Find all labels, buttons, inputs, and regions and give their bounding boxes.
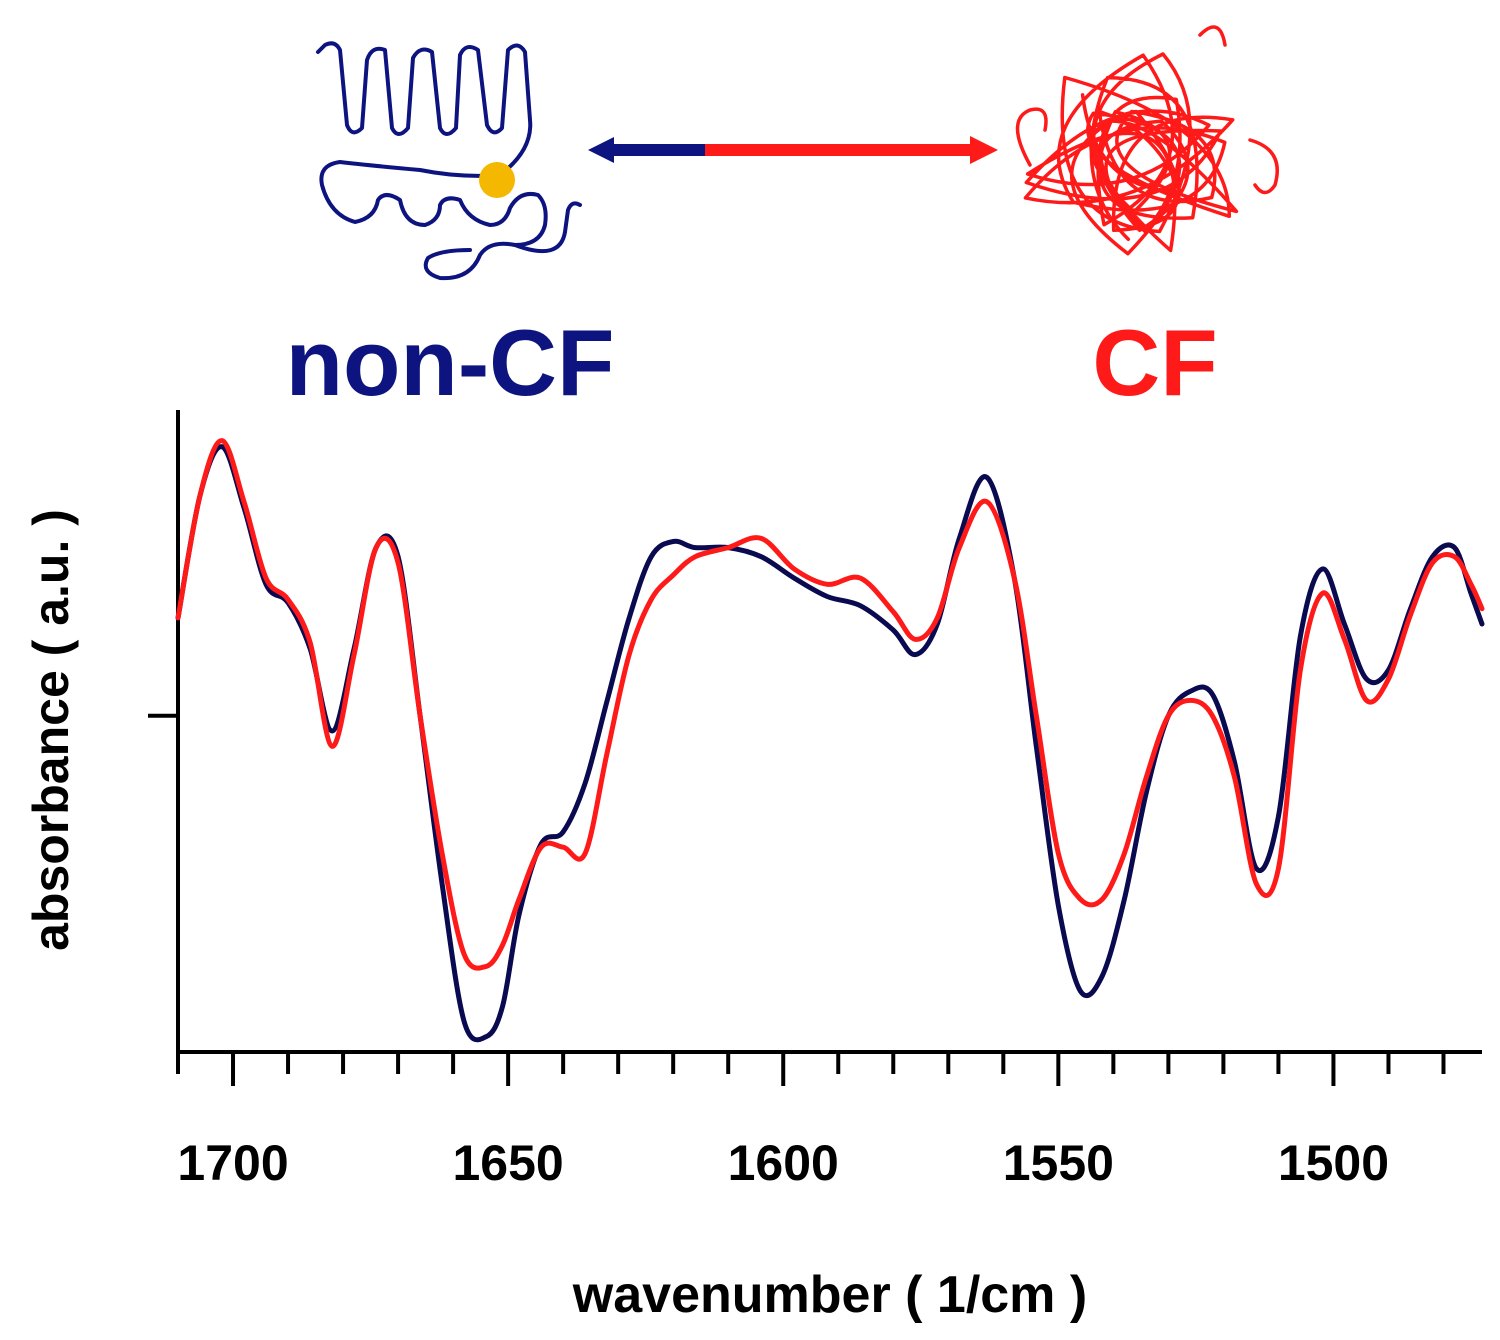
tangled-chain-loop: [1015, 107, 1048, 167]
tangled-chain-loop: [1198, 25, 1227, 47]
x-tick-labels: 1700 1650 1600 1550 1500: [177, 1135, 1389, 1191]
x-tick-label: 1650: [453, 1135, 564, 1191]
tangled-chain-loop: [1248, 138, 1279, 195]
tangled-chain-path: [1023, 52, 1239, 256]
x-tick-label: 1550: [1003, 1135, 1114, 1191]
series-line-non-cf: [175, 444, 1485, 1043]
cf-label: CF: [1092, 310, 1217, 415]
double-headed-arrow-icon: [588, 136, 998, 164]
header-schematic: non-CF CF: [286, 25, 1279, 415]
series-line-cf: [175, 438, 1485, 971]
x-axis-label: wavenumber ( 1/cm ): [572, 1266, 1087, 1324]
x-tick-label: 1600: [728, 1135, 839, 1191]
chart: 1700 1650 1600 1550 1500 wavenumber ( 1/cm )…: [23, 410, 1485, 1324]
axes: [148, 410, 1482, 1086]
x-tick-label: 1500: [1278, 1135, 1389, 1191]
folded-protein-chain-icon: [316, 41, 582, 281]
tangled-protein-chain-icon: [1015, 25, 1279, 256]
non-cf-label: non-CF: [286, 310, 615, 415]
binding-site-marker: [479, 162, 515, 198]
y-axis-label: absorbance ( a.u. ): [23, 509, 79, 951]
x-tick-label: 1700: [177, 1135, 288, 1191]
series-layer: [175, 438, 1485, 1043]
